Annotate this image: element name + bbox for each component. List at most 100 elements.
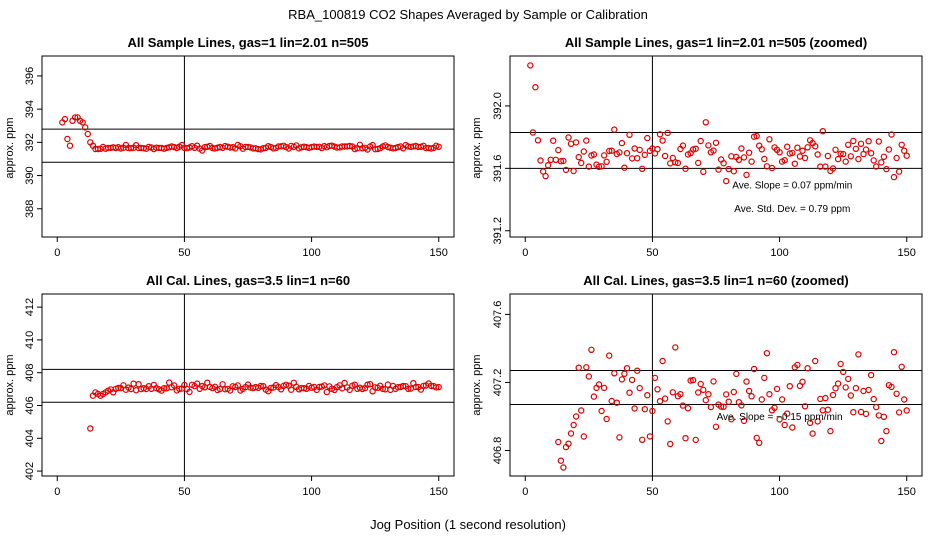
data-point <box>725 398 732 405</box>
data-point <box>132 387 140 394</box>
data-point <box>616 434 623 441</box>
data-point <box>160 385 168 392</box>
data-point <box>435 143 442 150</box>
data-point <box>781 156 788 164</box>
data-point <box>611 126 618 133</box>
y-tick-label: 394 <box>24 100 36 118</box>
data-point <box>870 395 877 403</box>
data-point <box>534 137 542 144</box>
data-point <box>623 149 631 157</box>
x-tick-label: 150 <box>430 486 448 498</box>
data-point <box>740 154 748 161</box>
data-point <box>799 378 806 385</box>
data-point <box>873 163 880 170</box>
data-point <box>880 413 888 420</box>
data-point <box>641 406 649 413</box>
data-point <box>784 143 791 150</box>
data-point <box>695 389 702 396</box>
plot-frame <box>509 55 923 238</box>
data-point <box>618 376 626 383</box>
data-point <box>659 357 666 365</box>
data-point <box>639 165 646 172</box>
data-point <box>758 396 766 403</box>
data-point <box>870 157 877 164</box>
data-point <box>761 155 768 163</box>
data-point <box>634 367 641 374</box>
data-point <box>890 349 898 356</box>
data-point <box>822 163 829 170</box>
data-point <box>641 151 649 159</box>
data-point <box>768 164 776 172</box>
annotation-text: Ave. Std. Dev. = 0.79 ppm <box>734 204 850 215</box>
x-tick-label: 150 <box>430 247 448 259</box>
y-tick-label: 391.2 <box>492 217 504 245</box>
data-point <box>817 395 824 403</box>
data-point <box>794 144 801 151</box>
data-point <box>700 386 707 394</box>
data-point <box>743 171 750 179</box>
x-tick-label: 100 <box>302 247 320 259</box>
data-point <box>366 380 374 388</box>
data-point <box>860 387 867 395</box>
y-tick-label: 408 <box>24 364 36 382</box>
data-point <box>824 406 832 413</box>
data-point <box>837 150 844 157</box>
data-point <box>776 416 783 423</box>
data-point <box>850 409 857 416</box>
x-tick-label: 0 <box>522 486 528 498</box>
data-point <box>710 378 717 385</box>
data-point <box>420 382 427 390</box>
data-point <box>895 168 903 175</box>
data-point <box>865 137 872 145</box>
data-point <box>580 433 588 440</box>
panel-sample-title: All Sample Lines, gas=1 lin=2.01 n=505 <box>128 35 369 50</box>
data-point <box>674 159 682 167</box>
data-point <box>219 381 226 388</box>
x-tick-label: 100 <box>770 247 788 259</box>
data-point <box>773 385 781 393</box>
y-tick-label: 388 <box>24 200 36 218</box>
data-point <box>654 386 661 393</box>
x-tick-label: 50 <box>646 247 658 259</box>
data-point <box>804 144 811 151</box>
data-point <box>809 430 816 437</box>
data-point <box>814 151 821 158</box>
data-point <box>847 153 855 160</box>
data-point <box>738 145 745 152</box>
data-point <box>784 410 791 417</box>
data-point <box>562 166 570 174</box>
annotation-text: Ave. Slope = 0.07 ppm/min <box>732 181 852 192</box>
data-point <box>606 147 613 155</box>
data-point <box>745 387 753 395</box>
panel-cal-title: All Cal. Lines, gas=3.5 lin=1 n=60 <box>146 273 350 288</box>
data-point <box>623 365 631 372</box>
data-point <box>753 434 760 442</box>
y-tick-label: 407.2 <box>492 369 504 397</box>
data-point <box>733 370 740 378</box>
data-point <box>720 159 727 167</box>
data-point <box>692 145 699 152</box>
data-point <box>529 129 537 136</box>
data-point <box>771 404 778 411</box>
data-point <box>847 392 855 399</box>
data-point <box>644 392 651 399</box>
panel-cal-zoomed-ylabel: approx. ppm <box>471 354 483 415</box>
data-point <box>539 168 547 175</box>
x-tick-label: 0 <box>54 486 60 498</box>
data-point <box>621 164 628 171</box>
annotation-text: Ave. Slope = −0.15 ppm/min <box>717 412 843 423</box>
data-point <box>537 157 544 164</box>
data-point <box>758 146 766 153</box>
data-point <box>888 383 895 391</box>
data-point <box>611 370 618 377</box>
data-point <box>583 364 590 371</box>
data-point <box>794 361 801 369</box>
data-point <box>840 368 847 376</box>
data-point <box>135 381 142 388</box>
data-point <box>667 440 674 448</box>
data-point <box>636 146 643 154</box>
data-point <box>631 405 638 412</box>
data-point <box>824 152 832 160</box>
data-point <box>786 150 794 157</box>
